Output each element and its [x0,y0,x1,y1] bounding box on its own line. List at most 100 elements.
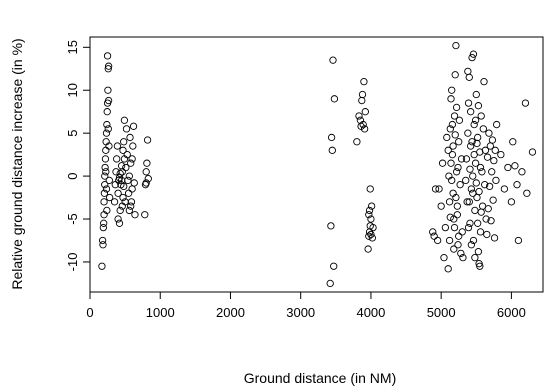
data-point [368,234,376,242]
data-point [483,153,492,161]
data-point [476,163,485,172]
data-point [448,150,457,159]
data-point [454,241,462,249]
data-point [457,155,466,163]
data-point [459,254,467,262]
data-point [476,262,484,270]
data-point [475,187,483,196]
data-point [455,116,464,124]
data-point [142,179,150,187]
data-point [446,213,454,221]
data-point [353,138,361,146]
data-point [366,185,374,193]
data-point [477,112,485,120]
data-point [452,41,460,50]
data-point [445,198,454,206]
data-point [365,211,373,219]
data-point [488,136,497,144]
data-point [105,142,113,150]
data-point [483,230,491,239]
data-point [144,175,152,183]
data-point [450,215,458,223]
data-point [110,198,119,206]
data-point [361,108,369,116]
data-point [102,168,110,176]
data-point [102,185,111,193]
data-point [118,168,126,176]
data-point [450,245,458,253]
data-point [330,262,338,270]
data-point [99,223,107,232]
data-point [143,159,151,167]
data-point [100,198,108,206]
data-point [364,245,372,253]
data-point [119,146,127,154]
data-point [99,241,107,249]
data-point [504,163,512,172]
data-point [468,53,476,62]
data-point [120,182,128,191]
data-point [507,198,516,206]
data-point [358,96,366,105]
data-point [464,129,472,137]
data-point [124,176,132,185]
data-point [443,133,451,142]
data-point [365,206,374,215]
data-point [367,215,375,223]
data-point [456,181,464,189]
data-point [101,155,110,163]
data-point [111,181,119,189]
x-tick-label: 6000 [497,305,526,320]
x-tick-label: 3000 [286,305,315,320]
data-point [492,120,501,129]
data-point [471,159,480,167]
data-point [449,142,457,150]
data-point [369,223,377,232]
data-point [476,228,485,236]
data-point [141,211,149,219]
data-point [104,62,113,70]
x-tick-label: 2000 [216,305,245,320]
data-point [125,172,133,180]
data-point [430,232,438,240]
y-axis: -10 -5 0 5 10 15 [65,40,91,271]
data-point [479,125,487,133]
data-point [429,228,437,236]
data-point [452,193,460,202]
data-point [473,139,481,148]
data-point [523,189,531,197]
data-point [469,172,477,180]
data-point [492,176,500,185]
y-axis-label: Relative ground distance increase (in %) [9,38,25,289]
data-point [103,108,111,116]
data-point [511,162,519,170]
data-points [98,41,537,288]
data-point [101,172,109,180]
data-point [465,198,473,206]
data-point [468,138,476,146]
data-point [104,96,113,105]
y-tick-label: 10 [65,83,80,97]
x-tick-label: 0 [86,305,93,320]
data-point [360,78,368,86]
data-point [441,223,450,232]
data-point [124,189,133,197]
data-point [128,155,136,163]
data-point [355,112,363,120]
data-point [102,146,110,154]
data-point [462,155,471,163]
data-point [435,185,443,193]
data-point [433,236,442,245]
data-point [100,189,109,197]
data-point [466,165,474,173]
data-point [444,265,452,273]
data-point [104,86,112,94]
data-point [358,90,367,99]
data-point [367,202,376,210]
data-point [360,125,369,133]
data-point [448,120,457,129]
data-point [474,102,483,110]
data-point [455,138,463,146]
data-point [101,181,109,189]
x-axis: 0 1000 2000 3000 4000 5000 6000 [86,291,526,320]
